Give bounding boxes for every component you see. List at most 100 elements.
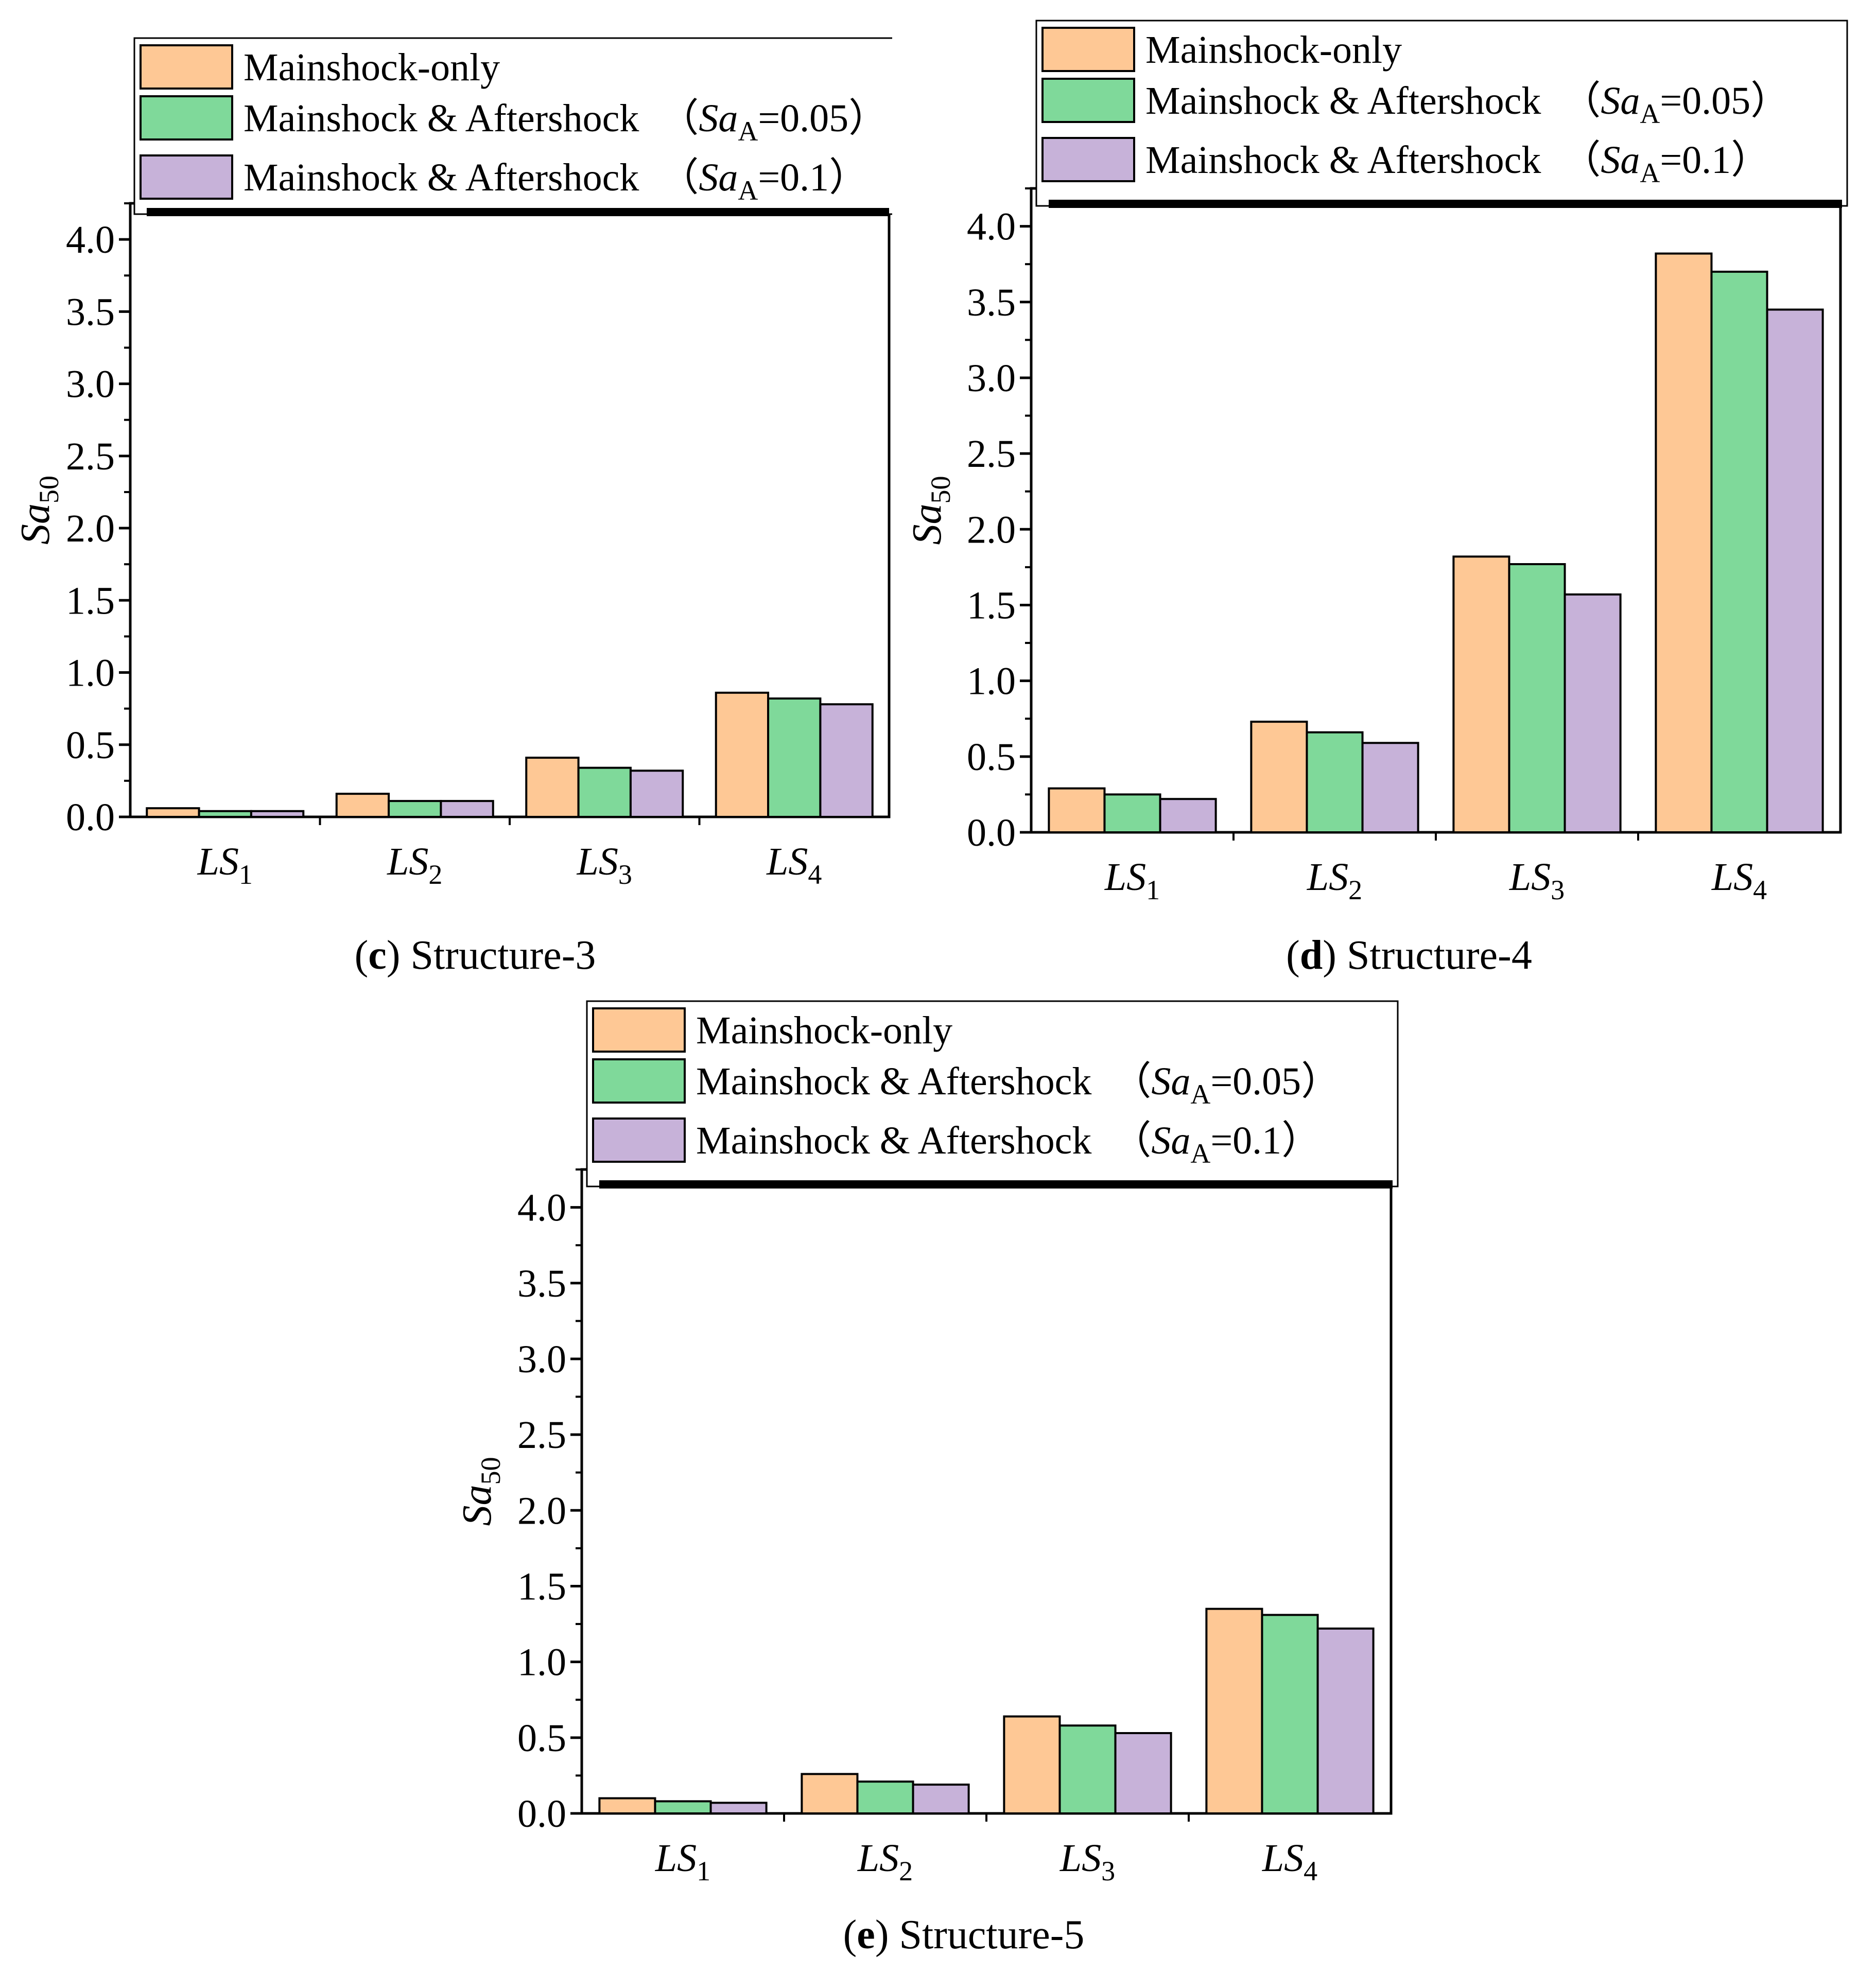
bar-4-series-2 [1710,270,1768,833]
x-category-label-sub: 1 [1146,875,1160,905]
x-category-label-sub: 3 [1101,1856,1115,1886]
bar-3-series-3 [1564,593,1622,833]
bar-2-series-1 [1250,721,1308,833]
y-tick-label: 0.0 [967,811,1016,854]
legend-label-1: Mainshock-only [244,46,500,89]
bar-4-series-1 [715,691,770,818]
y-tick-label: 4.0 [517,1186,566,1230]
legend-param: Sa [1601,138,1640,182]
y-axis-label-main: Sa [905,504,950,545]
x-category-label-sub: 3 [618,859,632,890]
x-category-label-sub: 1 [697,1856,710,1886]
legend-value: =0.1 [1210,1119,1281,1162]
panel-caption: (e) Structure-5 [843,1912,1085,1958]
caption-paren-open: ( [355,933,369,978]
bar-1-series-1 [598,1797,656,1814]
y-tick-label: 1.0 [967,660,1016,703]
y-axis-label-sub: 50 [925,476,956,504]
x-category-label-sub: 4 [1753,875,1767,905]
legend-label-3: Mainshock & Aftershock （SaA=0.1） [696,1119,1321,1169]
y-tick-label: 3.0 [66,363,115,406]
y-axis-label: Sa50 [905,476,956,545]
x-category-label: LS2 [387,840,442,890]
bar-4-series-3 [1316,1627,1375,1814]
bar-4-series-1 [1655,252,1713,833]
x-category-label-sub: 4 [1304,1856,1317,1886]
legend-label-2: Mainshock & Aftershock （SaA=0.05） [696,1060,1340,1110]
bar-1-series-2 [1103,793,1161,833]
legend-label-text: Mainshock & Aftershock [696,1119,1091,1162]
caption-text: Structure-5 [899,1912,1084,1958]
bar-1-series-2 [654,1800,712,1814]
y-tick-label: 2.0 [517,1489,566,1532]
bar-2-series-3 [1361,742,1419,834]
y-tick-label: 1.0 [66,652,115,695]
legend-swatch-1 [1041,27,1135,72]
bar-3-series-2 [577,766,632,818]
legend-param: Sa [699,156,738,199]
bar-3-series-1 [1003,1715,1061,1814]
y-tick-label: 2.0 [66,507,115,550]
bar-2-series-3 [912,1784,970,1815]
x-category-label-main: LS [655,1837,697,1880]
x-category-label-main: LS [197,840,239,883]
x-category-label-main: LS [857,1837,899,1880]
x-category-label: LS3 [1509,855,1565,905]
legend-param: Sa [1151,1119,1190,1162]
bar-2-series-2 [388,800,442,818]
caption-text: Structure-4 [1347,933,1532,978]
y-axis-label-main: Sa [13,503,58,545]
bar-2-series-3 [440,800,494,818]
legend-paren-close: ） [1301,1060,1340,1103]
y-tick-label: 2.5 [967,432,1016,476]
legend-param: Sa [699,97,738,140]
y-tick-label: 1.5 [967,584,1016,627]
caption-paren-open: ( [843,1912,857,1958]
y-tick-label: 1.5 [517,1565,566,1608]
legend-label-2: Mainshock & Aftershock （SaA=0.05） [244,97,888,147]
legend-paren-close: ） [1731,138,1770,182]
legend-paren-close: ） [1281,1119,1321,1162]
caption-letter: c [368,933,387,978]
bar-2-series-2 [1306,731,1364,833]
bar-4-series-2 [1261,1614,1319,1815]
bar-3-series-1 [1452,555,1510,833]
legend-paren-open: （ [1112,1119,1151,1162]
bar-1-series-3 [250,810,305,818]
y-tick-label: 1.5 [66,579,115,622]
x-category-label: LS1 [655,1837,710,1886]
legend-swatch-3 [140,154,233,200]
legend-param-sub: A [1640,158,1660,188]
y-tick-label: 0.5 [66,724,115,767]
x-category-label: LS2 [1307,855,1362,905]
bar-3-series-1 [525,757,580,818]
legend-param-sub: A [1190,1138,1210,1169]
x-category-label: LS3 [577,840,632,890]
legend-swatch-2 [592,1058,686,1104]
x-category-label: LS1 [197,840,253,890]
legend-paren-open: （ [1112,1060,1151,1103]
x-category-label-sub: 2 [428,859,442,890]
y-tick-label: 1.0 [517,1641,566,1684]
legend-label-text: Mainshock & Aftershock [1145,79,1541,123]
y-tick-label: 0.0 [517,1792,566,1836]
legend-label-text: Mainshock-only [696,1009,952,1052]
legend: Mainshock-only Mainshock & Aftershock （SaA… [133,37,897,216]
legend-swatch-1 [592,1007,686,1053]
legend-swatch-1 [140,44,233,90]
x-category-label-main: LS [387,840,428,883]
legend-box [586,1000,1399,1187]
legend-value: =0.1 [758,156,829,199]
x-category-label-sub: 1 [239,859,253,890]
y-tick-label: 4.0 [967,205,1016,249]
bar-2-series-1 [801,1773,859,1815]
caption-paren-close: ) [1323,933,1347,978]
y-tick-label: 2.5 [517,1413,566,1457]
bar-3-series-3 [1114,1732,1172,1814]
